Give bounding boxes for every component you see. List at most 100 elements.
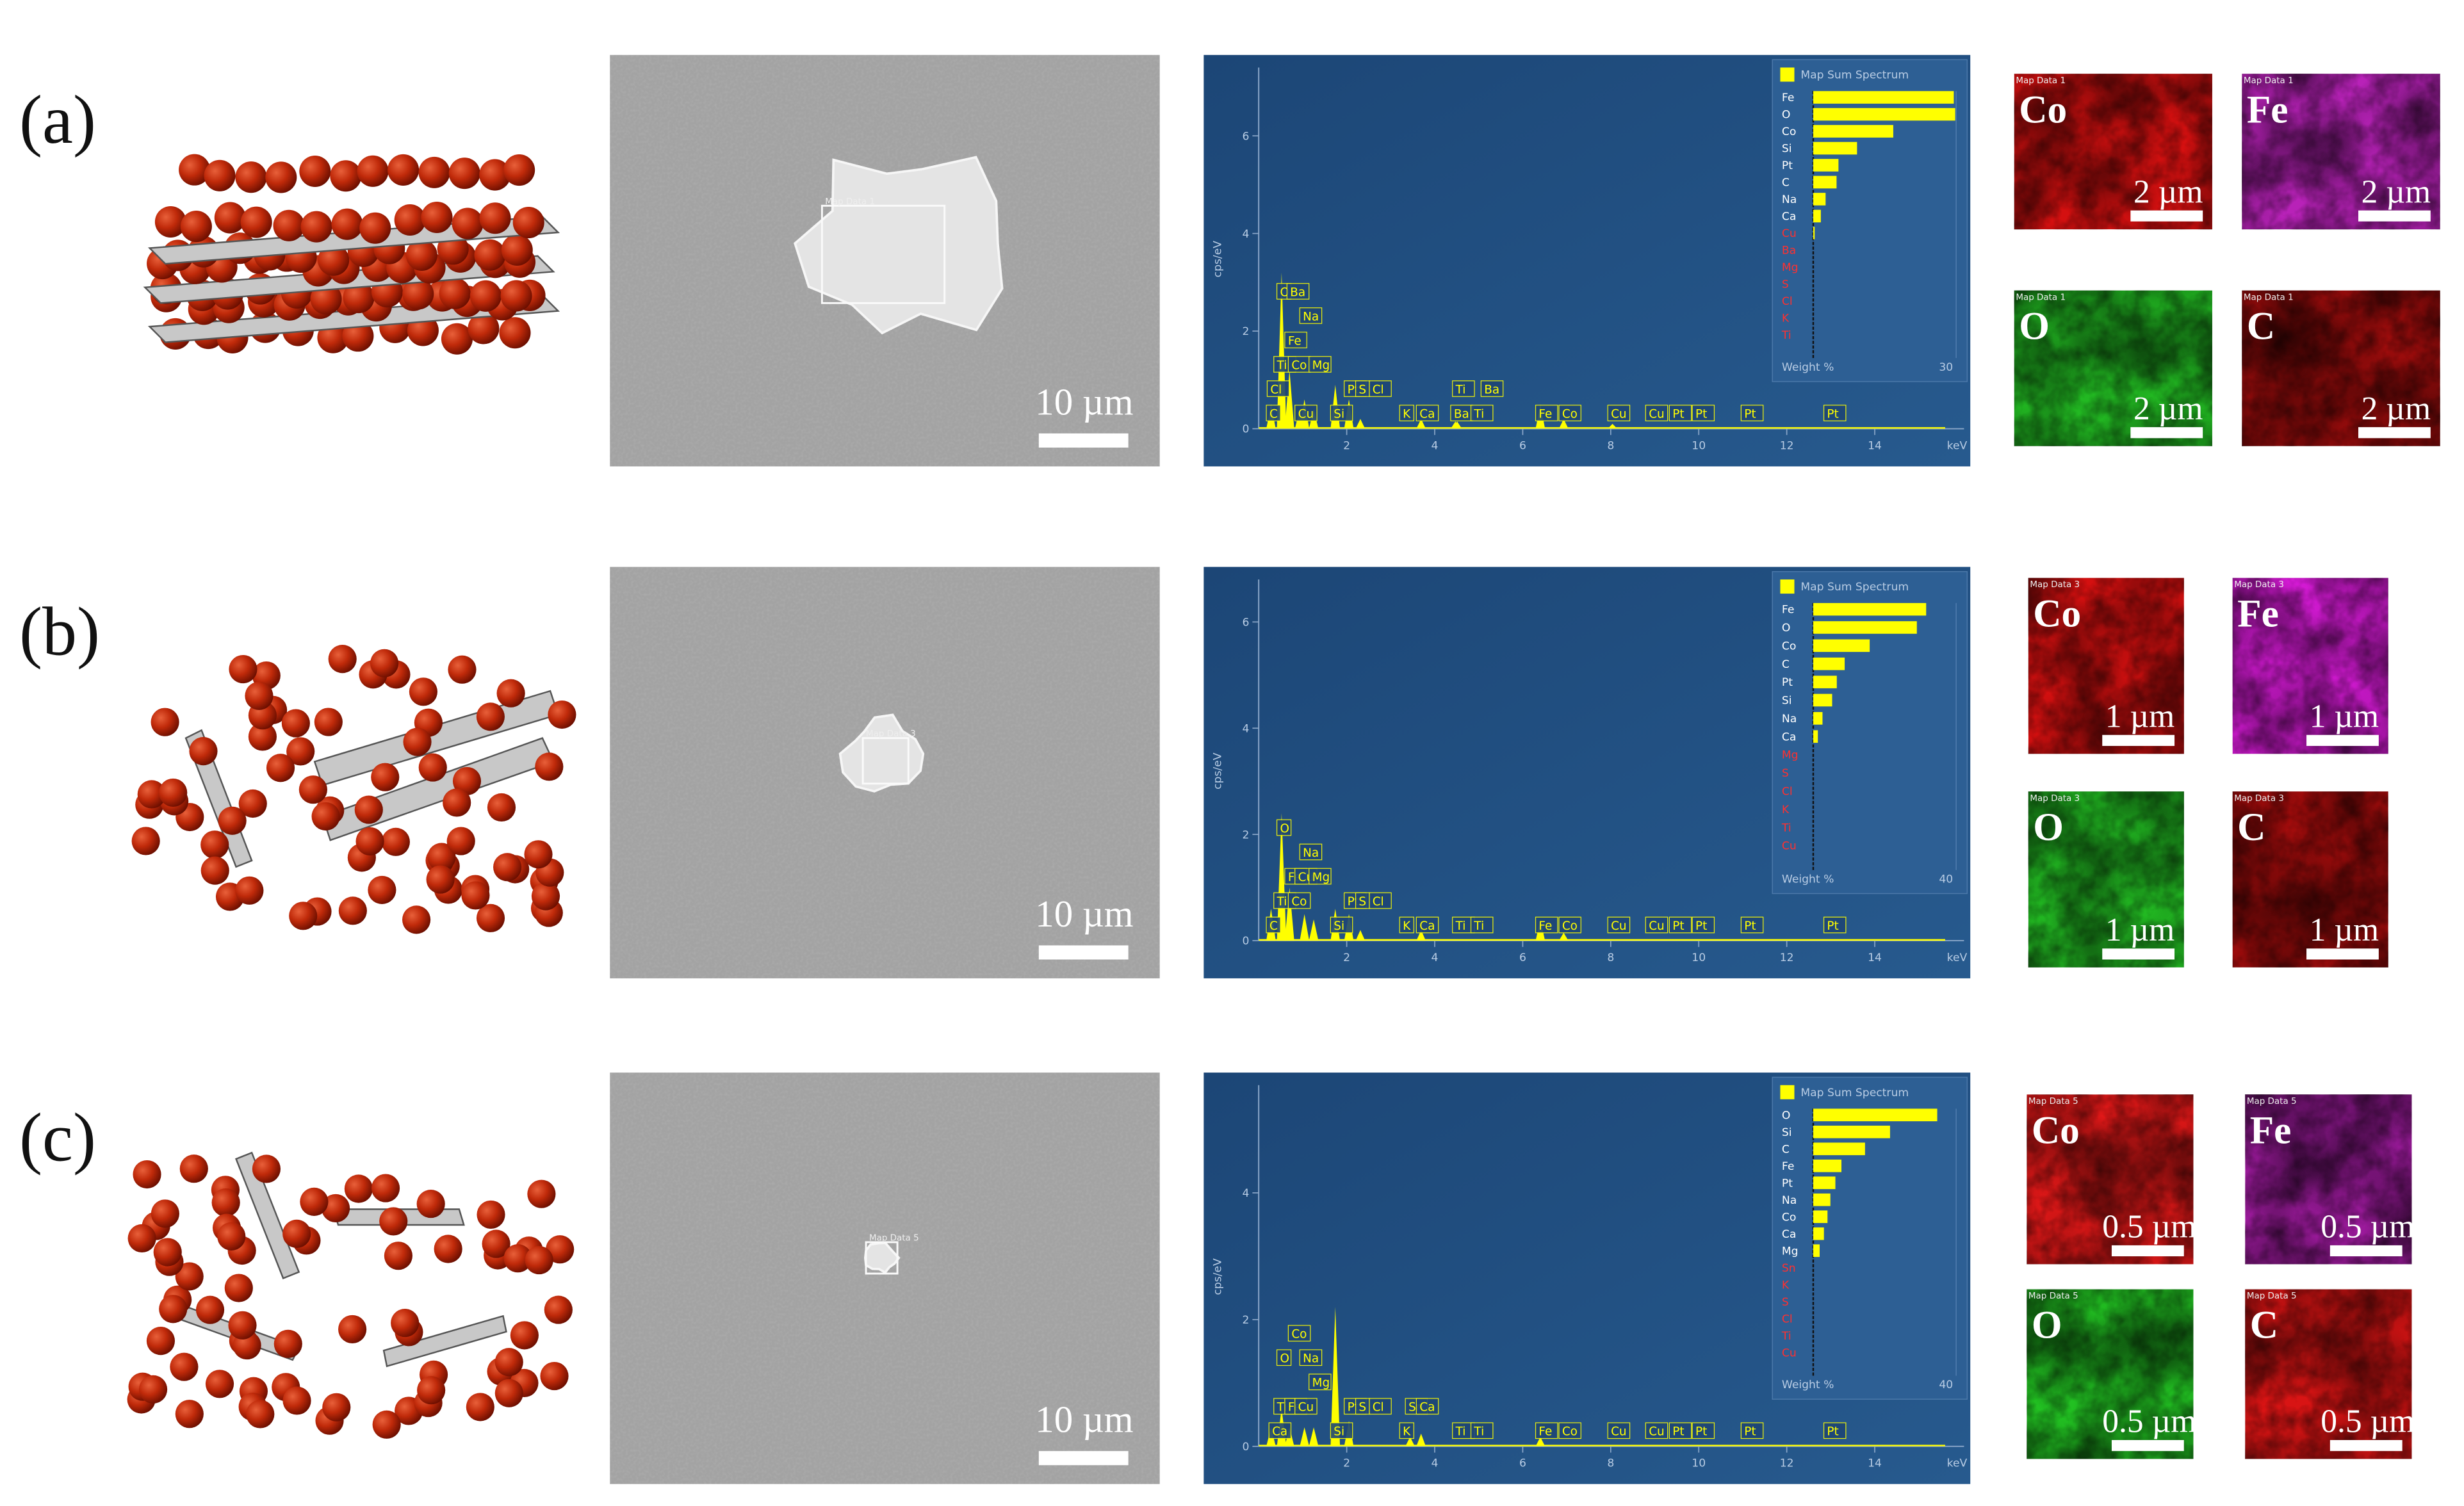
x-tick-label: 8 — [1607, 1457, 1614, 1470]
map-element: C — [2247, 305, 2275, 348]
nanoparticle — [469, 280, 502, 312]
peak-label-box — [1299, 1349, 1323, 1366]
nanoparticle — [211, 1188, 240, 1217]
peak-label-box — [1535, 1422, 1558, 1439]
spectrum-peak — [1309, 1427, 1319, 1446]
inset-category: Co — [1782, 640, 1796, 652]
nanoparticle — [314, 708, 343, 736]
nanoparticle — [154, 206, 186, 238]
inset-category: Ti — [1781, 329, 1791, 342]
peak-label: Si — [1334, 919, 1344, 933]
peak-label: Ba — [1290, 286, 1305, 299]
nanoparticle — [381, 827, 410, 856]
peak-label-box — [1330, 1422, 1353, 1439]
nanoparticle — [446, 827, 475, 855]
peak-label: Pt — [1827, 407, 1838, 421]
map-header: Map Data 5 — [2028, 1096, 2078, 1106]
peak-label-box — [1470, 405, 1494, 421]
peak-label: Pt — [1695, 1425, 1707, 1439]
peak-label: Pt — [1695, 407, 1707, 421]
scale-bar — [1038, 1451, 1129, 1466]
peak-label-box — [1823, 1422, 1847, 1439]
peak-label-box — [1607, 916, 1631, 934]
peak-label-box — [1645, 916, 1669, 934]
map-element: Fe — [2237, 592, 2279, 636]
nanoparticle — [544, 1295, 573, 1324]
inset-bar — [1813, 693, 1832, 707]
schematic — [131, 645, 576, 934]
spectrum-peak — [1300, 914, 1310, 941]
peak-label: Cu — [1298, 407, 1314, 421]
peak-label-box — [1266, 916, 1281, 934]
peak-label-box — [1607, 405, 1631, 421]
map-scale-label: 1 µm — [2105, 699, 2174, 735]
nanoparticle — [300, 1187, 329, 1216]
nanoparticle — [229, 655, 257, 684]
peak-label: C — [1269, 919, 1278, 933]
inset-category: Na — [1782, 193, 1797, 206]
nanoparticle — [443, 788, 471, 817]
peak-label-box — [1692, 1422, 1715, 1439]
x-tick-label: 14 — [1868, 1457, 1882, 1470]
peak-label: Co — [1291, 1328, 1307, 1341]
peak-label: Pt — [1744, 919, 1756, 933]
peak-label: Na — [1303, 846, 1319, 860]
peak-label: Ca — [1419, 919, 1435, 933]
nanoparticle — [246, 1400, 275, 1429]
inset-bar — [1813, 712, 1823, 725]
nanoparticle — [151, 1199, 179, 1228]
peak-label-box — [1276, 819, 1292, 836]
map-scale-label: 1 µm — [2310, 912, 2379, 948]
inset-panel — [1772, 571, 1968, 895]
map-texture — [2245, 1094, 2412, 1265]
nanoparticle — [248, 722, 277, 751]
peak-label: Na — [1303, 1352, 1319, 1366]
nanoparticle — [503, 154, 535, 186]
panel-label: (c) — [19, 1099, 96, 1176]
peak-label: Ti — [1277, 359, 1287, 372]
peak-label-box — [1645, 405, 1669, 421]
x-tick-label: 4 — [1432, 1457, 1439, 1470]
nanoparticle — [224, 1274, 253, 1302]
peak-label-box — [1470, 916, 1494, 934]
panel-label: (b) — [19, 594, 100, 670]
inset-panel — [1772, 59, 1968, 382]
nanoparticle — [493, 853, 522, 882]
map-scale-label: 2 µm — [2134, 391, 2203, 427]
x-unit: keV — [1947, 1457, 1968, 1470]
inset-category: Co — [1782, 1211, 1796, 1224]
peak-label-box — [1470, 1422, 1494, 1439]
inset-bar — [1813, 603, 1927, 616]
inset-tick-label: 30 — [1939, 361, 1953, 374]
inset-category: Si — [1782, 143, 1792, 156]
schematic — [143, 154, 560, 355]
inset-category: C — [1782, 1143, 1790, 1156]
nanoparticle — [479, 159, 511, 191]
peak-label: Fe — [1538, 1425, 1552, 1439]
peak-label-box — [1480, 380, 1504, 397]
x-tick-label: 6 — [1519, 951, 1526, 964]
nanoparticle — [289, 902, 318, 930]
map-texture — [2242, 74, 2440, 230]
map-scale-bar — [2329, 1439, 2403, 1452]
nanoparticle — [391, 1309, 420, 1338]
peak-label-box — [1416, 916, 1439, 934]
nanoparticle — [448, 158, 480, 190]
spectrum-peak — [1284, 370, 1294, 429]
nanoparticle — [175, 1262, 204, 1291]
scale-bar — [1038, 945, 1129, 960]
map-scale-bar — [2130, 210, 2203, 222]
peak-label: Ca — [1272, 1425, 1287, 1439]
inset-category: Co — [1782, 125, 1796, 138]
inset-category: S — [1782, 1296, 1789, 1309]
peak-label: Cu — [1649, 919, 1664, 933]
map-texture — [2014, 74, 2212, 230]
peak-label-box — [1823, 405, 1847, 421]
map-scale-label: 0.5 µm — [2102, 1404, 2196, 1440]
nanoparticle — [535, 752, 564, 781]
nanoparticle — [133, 1160, 161, 1189]
nanoparticle — [318, 244, 350, 276]
scale-label: 10 µm — [1035, 1399, 1133, 1441]
nanoparticle — [479, 202, 511, 234]
